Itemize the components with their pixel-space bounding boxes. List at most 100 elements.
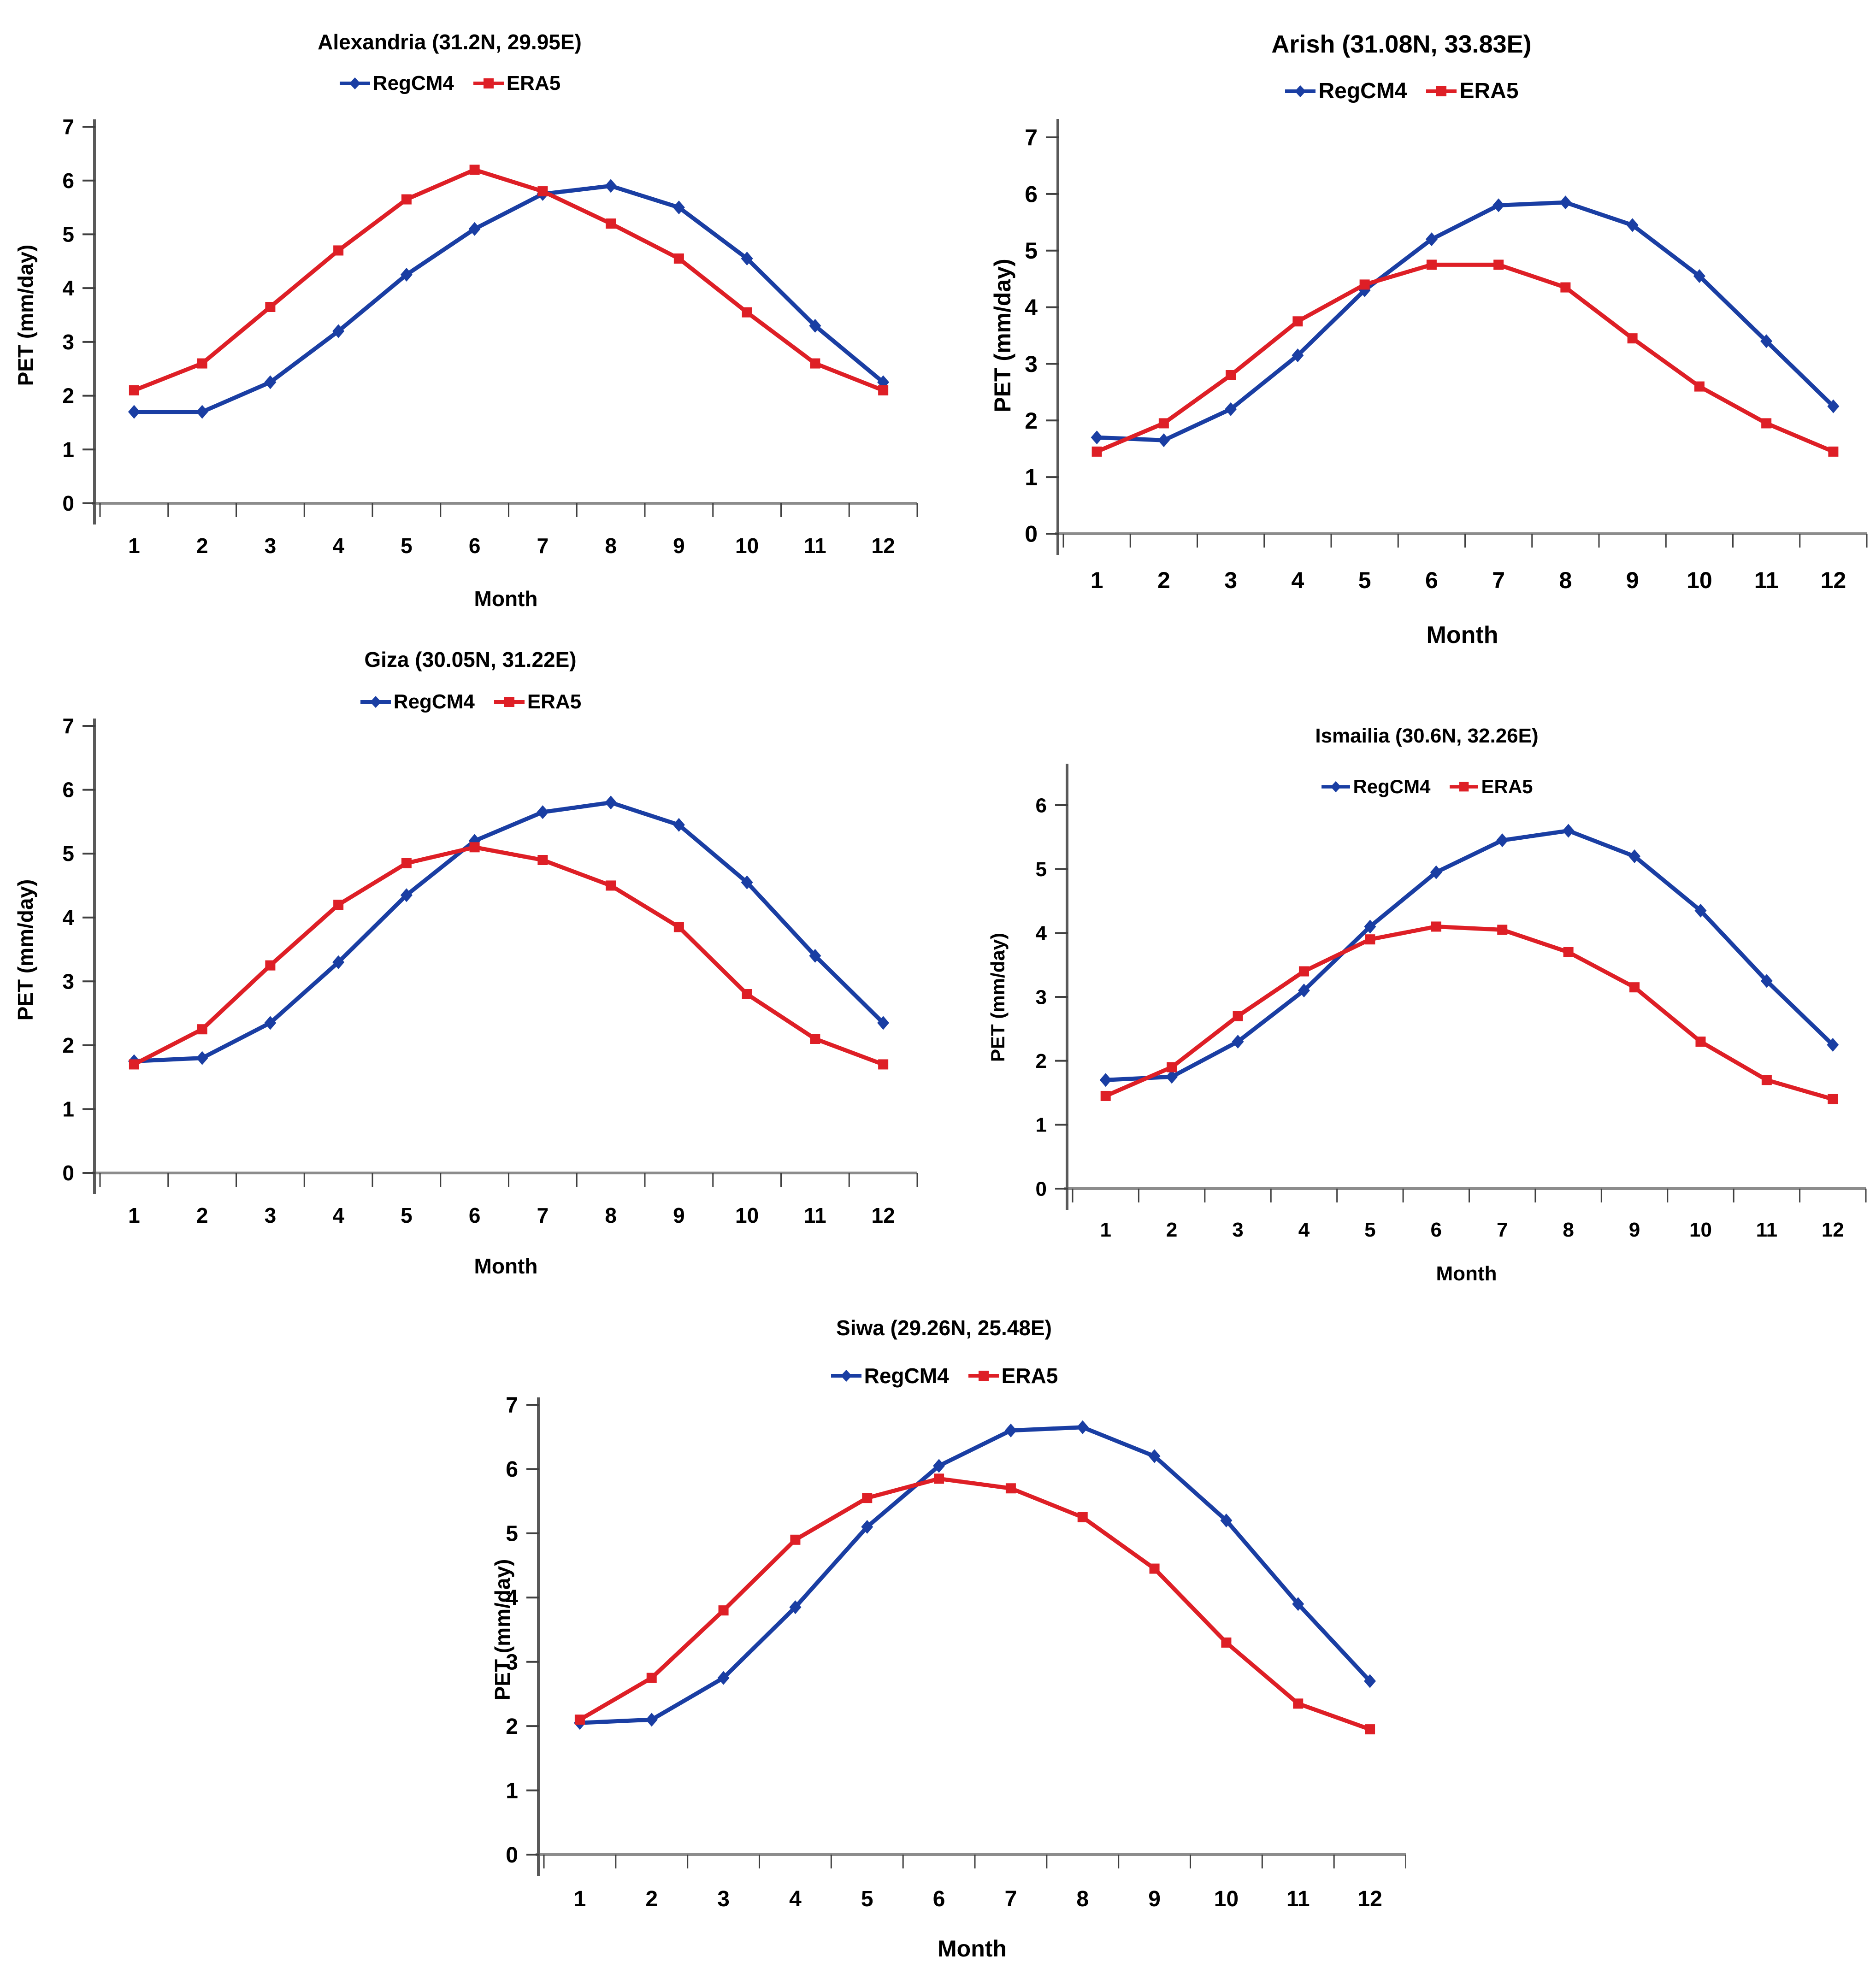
legend-item-regcm4: RegCM4 xyxy=(360,690,475,713)
svg-text:10: 10 xyxy=(735,534,759,558)
svg-text:0: 0 xyxy=(62,491,74,515)
svg-text:11: 11 xyxy=(804,534,826,558)
svg-text:2: 2 xyxy=(1157,567,1170,593)
svg-text:9: 9 xyxy=(1148,1887,1161,1911)
svg-text:3: 3 xyxy=(62,969,74,993)
legend-label-regcm4: RegCM4 xyxy=(1353,776,1431,797)
chart-alexandria: Alexandria (31.2N, 29.95E) RegCM4 ERA5 0… xyxy=(0,14,938,631)
svg-text:2: 2 xyxy=(62,384,74,408)
svg-text:2: 2 xyxy=(196,1203,208,1227)
svg-text:6: 6 xyxy=(1431,1219,1442,1241)
svg-text:11: 11 xyxy=(1756,1219,1778,1241)
svg-text:1: 1 xyxy=(506,1779,518,1803)
svg-text:5: 5 xyxy=(62,842,74,866)
legend-item-regcm4: RegCM4 xyxy=(339,72,454,95)
svg-text:1: 1 xyxy=(1036,1114,1047,1137)
regcm4-diamond xyxy=(349,77,360,89)
svg-text:12: 12 xyxy=(1822,1219,1844,1241)
legend-item-era5: ERA5 xyxy=(1425,78,1519,104)
legend: RegCM4 ERA5 xyxy=(59,690,882,713)
chart-title: Giza (30.05N, 31.22E) xyxy=(364,648,577,672)
chart-title: Siwa (29.26N, 25.48E) xyxy=(836,1316,1052,1340)
svg-text:3: 3 xyxy=(506,1650,518,1675)
svg-text:3: 3 xyxy=(1025,351,1038,377)
y-axis-label: PET (mm/day) xyxy=(990,259,1015,412)
y-axis-label: PET (mm/day) xyxy=(490,1559,514,1701)
svg-text:3: 3 xyxy=(717,1887,730,1911)
legend-label-era5: ERA5 xyxy=(1481,776,1533,797)
era5-square xyxy=(978,1371,989,1381)
legend: RegCM4 ERA5 xyxy=(997,78,1806,104)
svg-text:1: 1 xyxy=(1100,1219,1111,1241)
legend-label-era5: ERA5 xyxy=(1001,1364,1058,1388)
svg-text:1: 1 xyxy=(1091,567,1103,593)
regcm4-marker-icon xyxy=(339,77,370,89)
legend-label-regcm4: RegCM4 xyxy=(1318,79,1407,103)
era5-marker-icon xyxy=(1426,86,1457,96)
x-axis-label: Month xyxy=(1436,1262,1497,1285)
regcm4-marker-icon xyxy=(1285,85,1316,97)
svg-text:5: 5 xyxy=(1358,567,1371,593)
svg-text:7: 7 xyxy=(1025,125,1038,151)
svg-text:2: 2 xyxy=(506,1715,518,1739)
svg-text:3: 3 xyxy=(1232,1219,1243,1241)
x-axis-label: Month xyxy=(938,1936,1007,1962)
svg-text:2: 2 xyxy=(62,1033,74,1057)
svg-text:5: 5 xyxy=(506,1522,518,1546)
legend-label-era5: ERA5 xyxy=(1459,79,1519,103)
svg-text:6: 6 xyxy=(62,169,74,193)
svg-text:3: 3 xyxy=(62,330,74,354)
legend-item-era5: ERA5 xyxy=(1449,776,1533,798)
svg-text:5: 5 xyxy=(1364,1219,1375,1241)
svg-text:8: 8 xyxy=(605,534,617,558)
legend: RegCM4 ERA5 xyxy=(38,72,861,95)
legend-item-regcm4: RegCM4 xyxy=(830,1363,949,1388)
x-axis-label: Month xyxy=(474,1254,538,1278)
svg-text:10: 10 xyxy=(1214,1887,1239,1911)
regcm4-marker-icon xyxy=(1321,781,1351,793)
svg-text:12: 12 xyxy=(872,1203,895,1227)
svg-text:2: 2 xyxy=(1166,1219,1177,1241)
svg-text:4: 4 xyxy=(789,1887,802,1911)
svg-text:4: 4 xyxy=(506,1586,518,1610)
legend-item-regcm4: RegCM4 xyxy=(1284,78,1407,104)
svg-text:7: 7 xyxy=(537,534,549,558)
svg-text:7: 7 xyxy=(506,1393,518,1418)
svg-text:3: 3 xyxy=(1036,986,1047,1008)
svg-text:2: 2 xyxy=(1025,408,1038,434)
svg-text:6: 6 xyxy=(1425,567,1438,593)
y-axis-label: PET (mm/day) xyxy=(13,879,37,1021)
era5-square xyxy=(483,78,494,88)
svg-text:6: 6 xyxy=(469,534,481,558)
svg-text:8: 8 xyxy=(605,1203,617,1227)
era5-marker-icon xyxy=(494,697,525,707)
legend: RegCM4 ERA5 xyxy=(1027,776,1826,798)
svg-text:0: 0 xyxy=(1025,521,1038,547)
svg-text:12: 12 xyxy=(1357,1887,1382,1911)
svg-text:1: 1 xyxy=(128,534,140,558)
svg-text:2: 2 xyxy=(196,534,208,558)
svg-text:7: 7 xyxy=(1497,1219,1508,1241)
svg-text:7: 7 xyxy=(537,1203,549,1227)
svg-text:11: 11 xyxy=(804,1203,826,1227)
svg-text:7: 7 xyxy=(1005,1887,1017,1911)
svg-text:12: 12 xyxy=(1821,567,1847,593)
y-axis-label: PET (mm/day) xyxy=(13,244,38,386)
svg-text:2: 2 xyxy=(1036,1050,1047,1072)
svg-text:1: 1 xyxy=(128,1203,140,1227)
svg-text:1: 1 xyxy=(1025,465,1038,490)
era5-square xyxy=(1436,86,1447,96)
chart-title: Ismailia (30.6N, 32.26E) xyxy=(1315,725,1539,747)
svg-text:4: 4 xyxy=(1291,567,1304,593)
legend-label-era5: ERA5 xyxy=(506,72,561,94)
svg-text:7: 7 xyxy=(62,115,74,139)
svg-text:5: 5 xyxy=(1036,858,1047,881)
y-axis-label: PET (mm/day) xyxy=(987,932,1009,1062)
era5-square xyxy=(1459,782,1469,792)
svg-text:5: 5 xyxy=(861,1887,873,1911)
